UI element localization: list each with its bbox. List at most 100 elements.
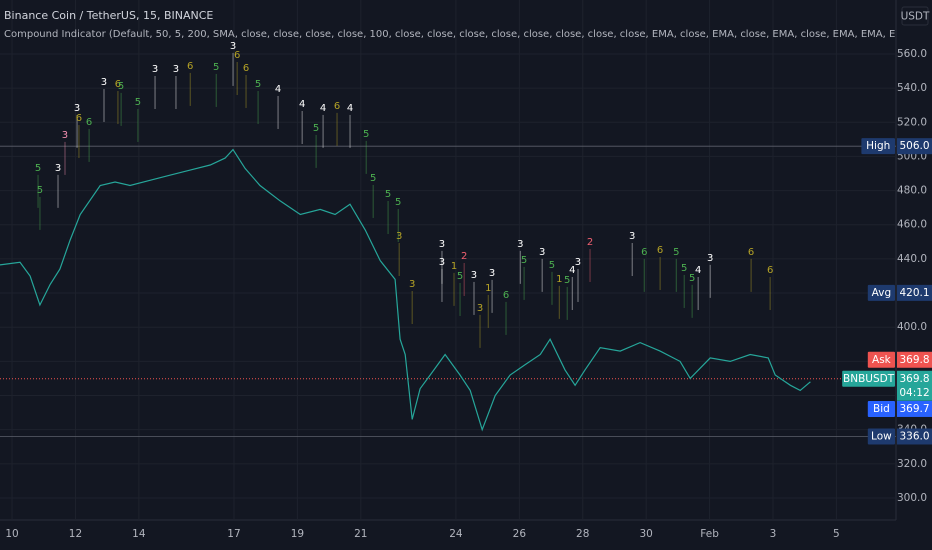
signal-label: 5 [313,123,319,134]
signal-label: 5 [118,81,124,92]
y-tick-label: 320.0 [897,458,927,470]
indicator-label[interactable]: Compound Indicator (Default, 50, 5, 200,… [4,29,932,40]
level-name-box [867,284,895,301]
level-name: Ask [872,354,892,366]
signal-label: 5 [363,129,369,140]
signal-label: 5 [385,189,391,200]
currency-label: USDT [901,11,930,23]
level-value-box [897,351,932,368]
signal-label: 4 [275,84,281,95]
signal-label: 3 [396,231,402,242]
signal-label: 5 [549,260,555,271]
signal-label: 2 [461,251,467,262]
signal-label: 5 [681,263,687,274]
signal-label: 5 [255,79,261,90]
signal-label: 3 [439,239,445,250]
signal-label: 3 [55,163,61,174]
signal-label: 3 [173,64,179,75]
level-value-box [897,370,932,401]
x-tick-label: 5 [833,528,840,540]
x-tick-label: Feb [700,528,719,540]
level-value: 420.1 [899,287,929,299]
y-tick-label: 440.0 [897,253,927,265]
signal-label: 5 [689,273,695,284]
signal-label: 4 [569,265,575,276]
signal-label: 5 [37,185,43,196]
signal-label: 3 [489,268,495,279]
signal-label: 5 [213,62,219,73]
level-name-box [867,351,895,368]
signal-label: 6 [76,113,82,124]
x-tick-label: 14 [132,528,146,540]
signal-label: 5 [564,275,570,286]
signal-label: 3 [707,253,713,264]
y-tick-label: 520.0 [897,116,927,128]
signal-label: 4 [320,103,326,114]
level-name: Avg [872,287,891,299]
y-tick-label: 460.0 [897,219,927,231]
signal-label: 4 [695,265,701,276]
y-tick-label: 560.0 [897,48,927,60]
signal-label: 2 [587,237,593,248]
level-name: Bid [873,403,890,415]
signal-label: 6 [641,247,647,258]
signal-label: 5 [457,271,463,282]
signal-label: 3 [539,247,545,258]
signal-label: 6 [334,101,340,112]
signal-label: 3 [439,257,445,268]
y-tick-label: 400.0 [897,321,927,333]
signal-label: 5 [370,173,376,184]
level-name-box [867,428,895,445]
level-name: BNBUSDT [843,373,895,385]
signal-label: 6 [86,117,92,128]
signal-label: 3 [477,303,483,314]
signal-label: 3 [152,64,158,75]
signal-label: 3 [575,257,581,268]
y-tick-label: 480.0 [897,185,927,197]
level-name: Low [871,430,892,442]
level-value-box [897,284,932,301]
level-value-box [897,400,932,417]
signal-label: 6 [243,63,249,74]
signal-label: 5 [35,163,41,174]
signal-label: 6 [657,245,663,256]
countdown: 04:12 [899,387,929,399]
signal-label: 4 [299,99,305,110]
level-name: High [866,140,890,152]
x-tick-label: 28 [576,528,589,540]
signal-label: 3 [471,270,477,281]
x-tick-label: 26 [513,528,527,540]
signal-label: 1 [485,283,491,294]
chart-title: Binance Coin / TetherUS, 15, BINANCE [4,9,213,22]
x-tick-label: 10 [5,528,18,540]
signal-label: 3 [517,239,523,250]
level-name-box [867,400,895,417]
signal-label: 6 [115,79,121,90]
signal-label: 3 [74,103,80,114]
signal-label: 5 [673,247,679,258]
signal-label: 3 [101,77,107,88]
signal-label: 3 [230,41,236,52]
level-value: 506.0 [899,140,929,152]
x-tick-label: 3 [770,528,777,540]
x-tick-label: 19 [291,528,304,540]
signal-label: 6 [234,50,240,61]
x-tick-label: 12 [69,528,82,540]
level-value: 369.7 [899,403,929,415]
signal-label: 6 [767,265,773,276]
signal-label: 1 [556,274,562,285]
currency-box[interactable] [901,6,929,26]
x-tick-label: 17 [227,528,240,540]
signal-label: 5 [521,255,527,266]
signal-label: 5 [135,97,141,108]
level-value: 369.8 [899,354,929,366]
signal-label: 1 [451,261,457,272]
x-tick-label: 21 [354,528,367,540]
signal-label: 6 [748,247,754,258]
level-name-box [842,370,895,387]
signal-label: 4 [347,103,353,114]
y-tick-label: 540.0 [897,82,927,94]
x-tick-label: 30 [639,528,652,540]
